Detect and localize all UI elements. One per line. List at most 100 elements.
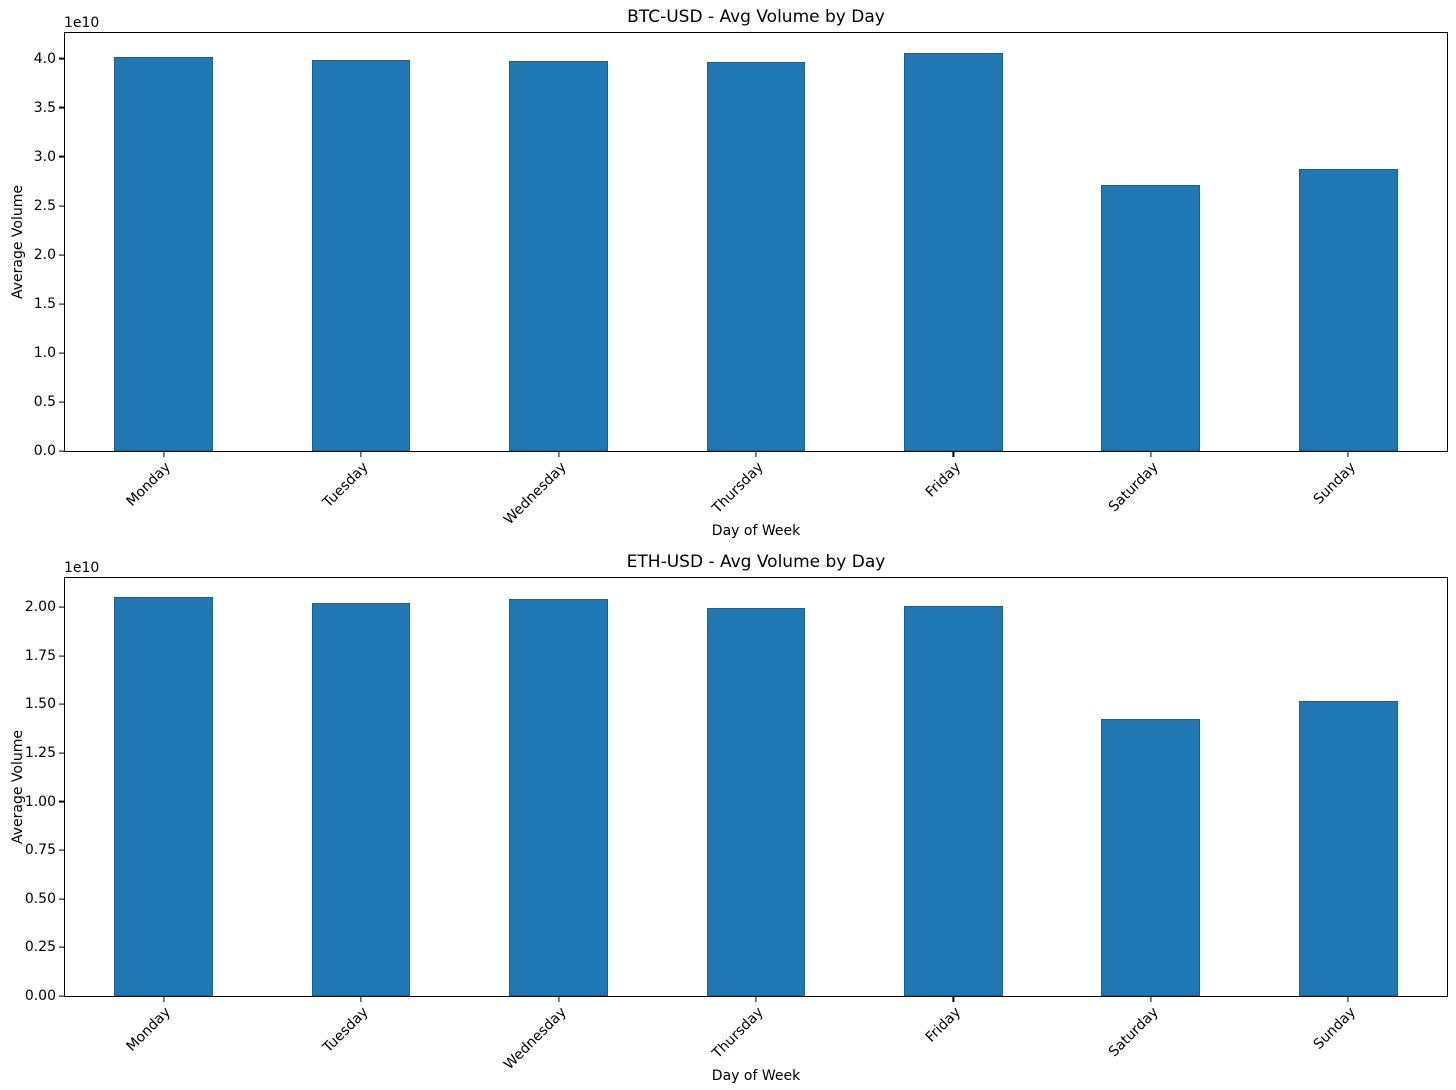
y-tick-mark-1.25 (59, 752, 65, 754)
category-slot-tuesday (262, 578, 459, 996)
bar-sunday (1298, 701, 1398, 996)
y-tick-label-0.0: 0.0 (33, 443, 56, 459)
y-tick-label-0.5: 0.5 (33, 393, 56, 410)
x-tick-label-saturday: Saturday (1105, 459, 1162, 516)
category-slot-sunday (1250, 33, 1447, 451)
x-tick-label-tuesday: Tuesday (320, 459, 372, 511)
bar-thursday (706, 608, 806, 996)
bar-thursday (706, 62, 806, 451)
y-tick-mark-1.50 (59, 703, 65, 705)
x-tick-mark-friday (952, 996, 955, 1002)
category-slot-wednesday (460, 578, 657, 996)
x-tick-mark-saturday (1150, 451, 1152, 457)
y-tick-label-1.0: 1.0 (33, 344, 56, 361)
y-tick-label-0.75: 0.75 (24, 842, 56, 859)
y-tick-label-3.0: 3.0 (33, 148, 56, 165)
category-slot-thursday (657, 33, 854, 451)
y-axis-label: Average Volume (10, 729, 26, 845)
y-tick-mark-0.25 (59, 946, 65, 948)
y-tick-label-1.5: 1.5 (33, 295, 56, 312)
category-slot-saturday (1052, 578, 1249, 996)
category-slot-friday (855, 33, 1052, 451)
y-tick-label-3.5: 3.5 (33, 99, 56, 116)
category-slot-sunday (1250, 578, 1447, 996)
y-tick-label-0.00: 0.00 (24, 988, 56, 1004)
y-tick-label-1.00: 1.00 (24, 793, 56, 810)
y-tick-label-2.00: 2.00 (24, 599, 56, 616)
chart-eth-usd-avg-volume: ETH-USD - Avg Volume by Day 1e10 Average… (0, 545, 1456, 1090)
bar-monday (114, 56, 214, 451)
x-tick-mark-saturday (1150, 996, 1152, 1002)
bar-friday (904, 52, 1003, 451)
x-tick-label-monday: Monday (123, 459, 175, 510)
x-tick-label-wednesday: Wednesday (500, 1004, 570, 1073)
bar-monday (114, 597, 214, 996)
x-tick-mark-sunday (1347, 451, 1349, 457)
x-tick-label-monday: Monday (123, 1004, 175, 1055)
bar-tuesday (311, 59, 411, 451)
x-tick-mark-monday (163, 996, 165, 1002)
category-slot-monday (65, 33, 262, 451)
y-axis-offset-label: 1e10 (64, 560, 100, 576)
y-tick-mark-1.00 (59, 801, 65, 803)
x-tick-label-sunday: Sunday (1310, 1004, 1359, 1053)
plot-area: 1e10 Average Volume Monday Tuesday Wednesd… (10, 561, 1448, 1073)
y-tick-mark-0.50 (59, 898, 65, 900)
x-tick-label-friday: Friday (922, 459, 965, 501)
chart-btc-usd-avg-volume: BTC-USD - Avg Volume by Day 1e10 Average… (10, 7, 1448, 539)
x-tick-mark-monday (163, 451, 165, 457)
category-slot-monday (65, 578, 262, 996)
y-tick-label-2.5: 2.5 (33, 197, 56, 214)
bar-tuesday (311, 603, 411, 996)
y-axis-offset-label: 1e10 (64, 15, 100, 31)
y-tick-label-0.50: 0.50 (24, 890, 56, 907)
y-tick-mark-0.5 (59, 401, 65, 403)
y-axis-label: Average Volume (10, 184, 26, 300)
y-tick-mark-0.75 (59, 849, 65, 851)
category-slot-saturday (1052, 33, 1249, 451)
bar-wednesday (509, 599, 608, 996)
y-tick-mark-3.0 (59, 156, 65, 158)
y-tick-label-1.50: 1.50 (24, 696, 56, 713)
y-tick-label-1.75: 1.75 (24, 647, 56, 664)
y-tick-mark-4.0 (59, 57, 65, 60)
y-tick-mark-1.0 (59, 352, 65, 354)
category-slot-tuesday (262, 33, 459, 451)
category-slot-wednesday (460, 33, 657, 451)
y-tick-label-4.0: 4.0 (33, 50, 56, 67)
bar-wednesday (509, 61, 608, 451)
y-tick-mark-1.75 (59, 655, 65, 657)
x-tick-mark-thursday (755, 451, 757, 457)
x-tick-label-tuesday: Tuesday (320, 1004, 372, 1056)
y-tick-mark-1.5 (59, 303, 65, 305)
y-tick-mark-0.0 (59, 450, 65, 452)
category-slot-friday (855, 578, 1052, 996)
bar-friday (904, 606, 1003, 996)
bar-sunday (1298, 169, 1398, 451)
y-tick-mark-2.00 (59, 606, 65, 608)
y-tick-label-1.25: 1.25 (24, 744, 56, 761)
x-tick-mark-friday (952, 451, 955, 457)
x-axis-label: Day of Week (711, 523, 801, 539)
bars-container (65, 578, 1447, 996)
x-tick-label-sunday: Sunday (1310, 459, 1359, 508)
category-slot-thursday (657, 578, 854, 996)
y-tick-mark-0.00 (59, 995, 65, 997)
x-tick-mark-wednesday (557, 451, 560, 457)
plot-area: 1e10 Average Volume Monday Tuesday Wednesd… (10, 16, 1448, 528)
x-tick-mark-sunday (1347, 996, 1349, 1002)
x-tick-mark-wednesday (557, 996, 560, 1002)
x-tick-label-thursday: Thursday (709, 459, 767, 517)
bars-container (65, 33, 1447, 451)
x-axis-label: Day of Week (711, 1068, 801, 1084)
x-tick-label-thursday: Thursday (709, 1004, 767, 1062)
x-tick-mark-thursday (755, 996, 757, 1002)
chart-title: BTC-USD - Avg Volume by Day (627, 7, 885, 27)
y-tick-mark-3.5 (59, 106, 65, 109)
y-tick-label-0.25: 0.25 (24, 939, 56, 956)
bar-saturday (1101, 718, 1201, 996)
chart-title: ETH-USD - Avg Volume by Day (626, 552, 886, 572)
x-tick-mark-tuesday (360, 996, 362, 1002)
bar-saturday (1101, 185, 1201, 451)
x-tick-label-wednesday: Wednesday (500, 459, 570, 528)
